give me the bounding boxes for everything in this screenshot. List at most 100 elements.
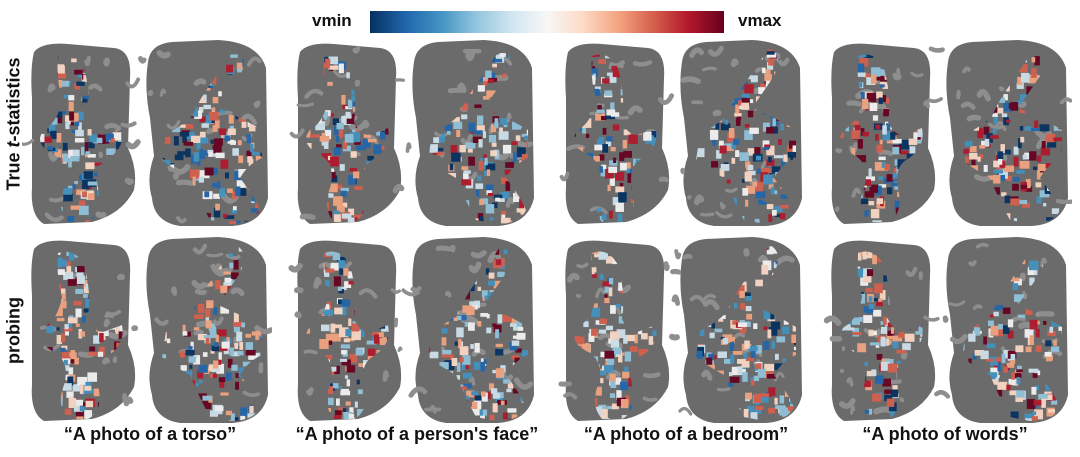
activation-patch xyxy=(535,190,538,195)
activation-patch xyxy=(204,191,210,198)
activation-patch xyxy=(803,58,806,66)
activation-patch xyxy=(180,124,186,128)
activation-patch xyxy=(1028,368,1039,373)
activation-patch xyxy=(802,82,806,90)
sulcus-mark xyxy=(125,77,141,89)
activation-patch xyxy=(488,72,496,79)
activation-patch xyxy=(719,145,727,154)
activation-patch xyxy=(747,345,758,352)
activation-patch xyxy=(240,415,246,421)
activation-patch xyxy=(790,155,796,161)
activation-patch xyxy=(788,418,796,421)
activation-patch xyxy=(606,136,613,142)
activation-patch xyxy=(396,396,402,401)
activation-patch xyxy=(218,352,222,360)
activation-patch xyxy=(112,411,122,419)
activation-patch xyxy=(488,134,497,143)
activation-patch xyxy=(780,160,786,167)
activation-patch xyxy=(578,147,584,153)
activation-patch xyxy=(325,202,330,210)
activation-patch xyxy=(965,156,969,164)
activation-patch xyxy=(534,143,538,152)
sulcus-mark xyxy=(835,147,843,154)
activation-patch xyxy=(213,138,223,146)
activation-patch xyxy=(1061,145,1062,153)
activation-patch xyxy=(1001,353,1006,364)
activation-patch xyxy=(224,277,233,286)
sulcus-mark xyxy=(513,377,534,390)
activation-patch xyxy=(459,346,469,356)
activation-patch xyxy=(863,73,871,79)
activation-patch xyxy=(696,156,697,160)
activation-patch xyxy=(78,205,89,216)
sulcus-mark xyxy=(702,66,717,72)
activation-patch xyxy=(803,124,806,130)
activation-patch xyxy=(336,205,345,213)
activation-patch xyxy=(859,57,869,67)
activation-patch xyxy=(1066,316,1071,321)
activation-patch xyxy=(1029,277,1035,286)
activation-patch xyxy=(791,414,796,419)
activation-patch xyxy=(327,155,332,161)
activation-patch xyxy=(382,337,387,345)
activation-patch xyxy=(610,112,620,117)
activation-patch xyxy=(1019,126,1024,131)
activation-patch xyxy=(71,129,78,133)
colorbar-max-label: vmax xyxy=(738,11,782,30)
activation-patch xyxy=(872,115,879,121)
sulcus-mark xyxy=(468,376,476,386)
activation-patch xyxy=(724,358,733,364)
activation-patch xyxy=(872,254,877,265)
activation-patch xyxy=(615,171,625,181)
activation-patch xyxy=(106,224,109,228)
sulcus-mark xyxy=(362,122,370,129)
sulcus-mark xyxy=(994,121,1007,132)
activation-patch xyxy=(755,190,766,199)
activation-patch xyxy=(466,306,475,316)
activation-patch xyxy=(891,173,900,179)
activation-patch xyxy=(239,341,244,350)
activation-patch xyxy=(119,242,127,247)
activation-patch xyxy=(772,117,776,127)
activation-patch xyxy=(502,314,512,322)
activation-patch xyxy=(456,315,462,321)
activation-patch xyxy=(343,268,349,276)
activation-patch xyxy=(1019,108,1026,114)
sulcus-mark xyxy=(942,315,949,323)
activation-patch xyxy=(194,314,204,320)
activation-patch xyxy=(1045,133,1056,143)
activation-patch xyxy=(381,223,389,228)
activation-patch xyxy=(474,300,481,309)
activation-patch xyxy=(487,291,496,297)
activation-patch xyxy=(1047,331,1056,336)
activation-patch xyxy=(210,167,218,175)
activation-patch xyxy=(1033,400,1042,406)
brain-flatmap-probing-face xyxy=(288,235,538,425)
activation-patch xyxy=(742,188,749,196)
activation-patch xyxy=(623,129,631,136)
activation-patch xyxy=(1036,170,1044,180)
activation-patch xyxy=(993,160,1000,168)
activation-patch xyxy=(666,312,672,319)
activation-patch xyxy=(865,107,869,111)
activation-patch xyxy=(619,152,625,161)
activation-patch xyxy=(892,138,902,144)
activation-patch xyxy=(744,340,750,349)
activation-patch xyxy=(1016,377,1021,385)
sulcus-mark xyxy=(487,251,502,264)
activation-patch xyxy=(93,388,101,397)
activation-patch xyxy=(248,158,254,167)
activation-patch xyxy=(330,262,339,271)
activation-patch xyxy=(74,137,85,143)
activation-patch xyxy=(88,351,98,356)
activation-patch xyxy=(461,114,468,120)
activation-patch xyxy=(1017,76,1023,86)
activation-patch xyxy=(873,309,882,317)
activation-patch xyxy=(245,333,252,338)
activation-patch xyxy=(884,389,892,394)
activation-patch xyxy=(621,306,626,314)
activation-patch xyxy=(1013,156,1019,167)
activation-patch xyxy=(1031,68,1037,78)
activation-patch xyxy=(210,350,215,354)
activation-patch xyxy=(598,404,607,413)
